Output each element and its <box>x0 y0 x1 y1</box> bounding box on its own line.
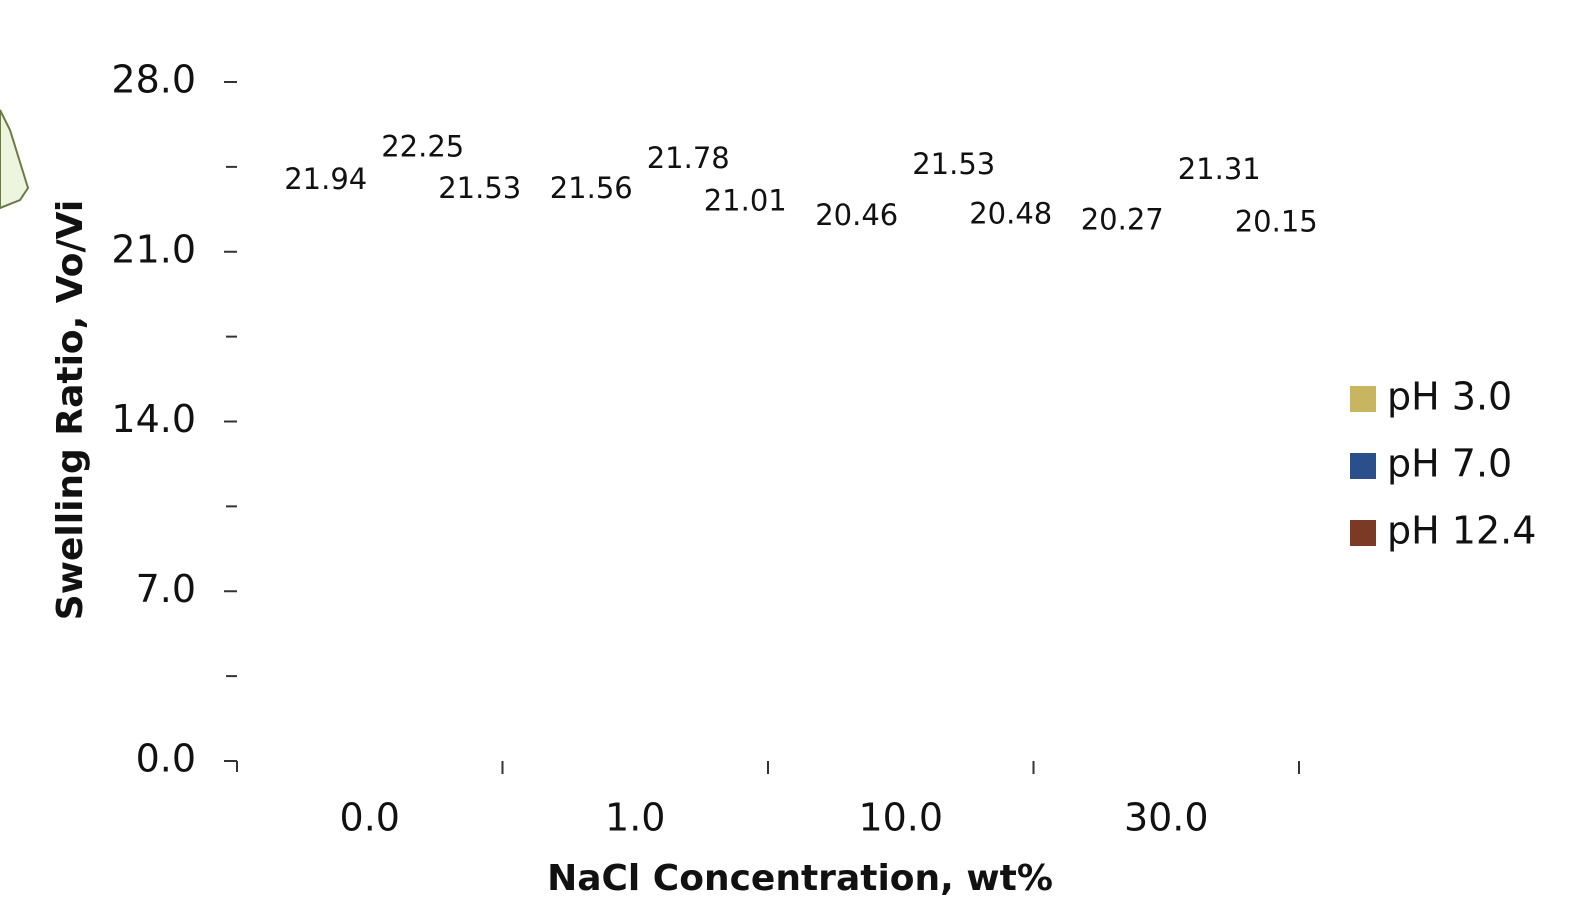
data-label: 21.53 <box>438 171 521 205</box>
data-label: 21.01 <box>704 184 787 218</box>
data-label: 21.78 <box>647 141 730 175</box>
y-tick-label: 0.0 <box>136 737 196 781</box>
data-label: 20.48 <box>969 196 1052 230</box>
bar <box>306 229 346 761</box>
bar <box>837 265 877 761</box>
data-label: 20.15 <box>1235 204 1318 238</box>
data-label: 21.31 <box>1178 152 1261 186</box>
y-tick-label: 21.0 <box>111 227 196 271</box>
bar <box>1102 269 1142 761</box>
x-tick-label: 30.0 <box>1124 796 1209 840</box>
bar <box>460 239 500 761</box>
legend-swatch <box>1350 520 1376 546</box>
data-label: 21.94 <box>284 162 367 196</box>
bar <box>403 221 443 761</box>
data-label: 21.56 <box>550 171 633 205</box>
x-axis-title: NaCl Concentration, wt% <box>547 858 1053 899</box>
y-tick-label: 14.0 <box>111 397 196 441</box>
legend-swatch <box>1350 453 1376 479</box>
legend-swatch <box>1350 386 1376 412</box>
y-tick-label: 28.0 <box>111 58 196 102</box>
bar <box>991 264 1031 761</box>
x-tick-label: 0.0 <box>340 796 400 840</box>
callout-shape <box>0 109 30 210</box>
data-label: 21.53 <box>912 147 995 181</box>
data-label: 20.27 <box>1081 202 1164 236</box>
bar <box>1199 244 1239 761</box>
legend-label: pH 12.4 <box>1387 509 1536 553</box>
bar <box>1256 272 1296 761</box>
x-tick-label: 10.0 <box>858 796 943 840</box>
y-tick-label: 7.0 <box>136 567 196 611</box>
y-axis-title: Swelling Ratio, Vo/Vi <box>50 200 91 620</box>
data-label: 22.25 <box>381 129 464 163</box>
bar <box>725 252 765 761</box>
legend-label: pH 7.0 <box>1387 442 1512 486</box>
bar <box>668 233 708 761</box>
bar <box>934 239 974 761</box>
data-label: 20.46 <box>815 198 898 232</box>
x-tick-label: 1.0 <box>605 796 665 840</box>
bar <box>571 238 611 761</box>
legend-label: pH 3.0 <box>1387 375 1512 419</box>
